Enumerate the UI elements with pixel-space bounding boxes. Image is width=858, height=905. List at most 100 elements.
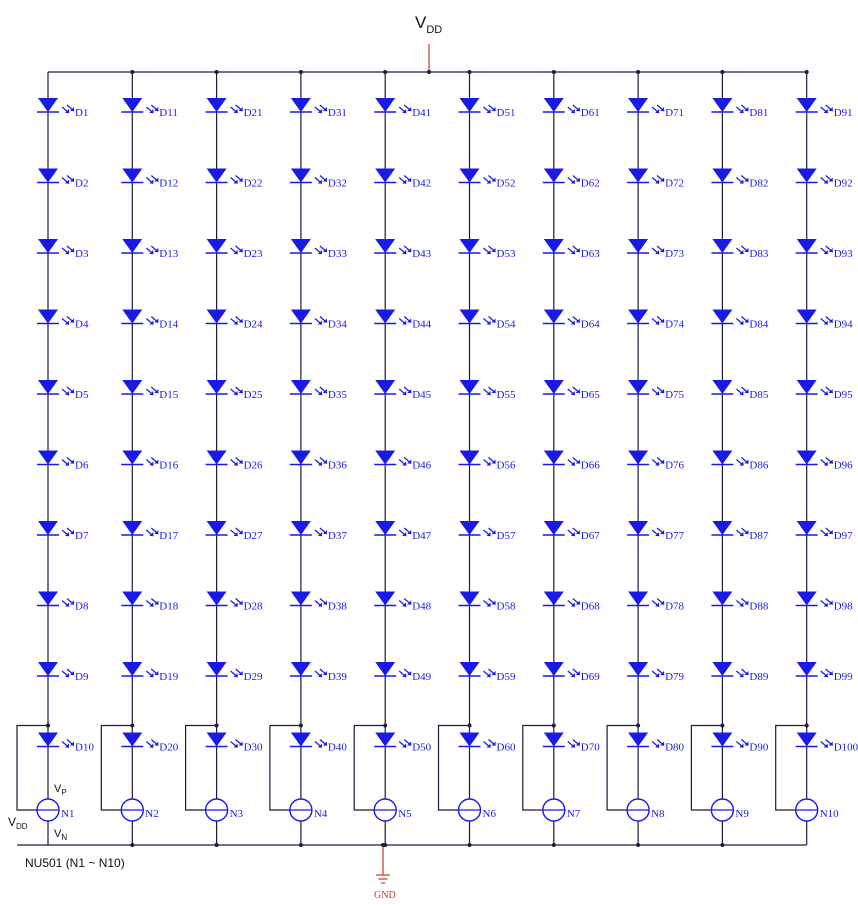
led-label: D49 [412, 671, 431, 683]
led-diode-triangle [290, 450, 311, 465]
led-label: D74 [665, 319, 684, 331]
led-diode-triangle [122, 239, 143, 253]
led-diode-triangle [543, 98, 564, 112]
led-light-arrowhead [823, 673, 828, 677]
led-light-arrowhead [575, 389, 580, 393]
led-label: D51 [497, 107, 516, 119]
led-diode-triangle [796, 239, 817, 253]
rail-junction [636, 70, 641, 74]
driver-vdd-loop [775, 724, 807, 811]
led-diode-triangle [459, 591, 480, 606]
led-diode-triangle [712, 732, 733, 747]
rail-junction [804, 70, 809, 74]
led-light-arrowhead [570, 532, 575, 536]
led-label: D38 [328, 601, 347, 613]
driver-vdd-loop [100, 724, 133, 811]
led-light-arrowhead [154, 389, 159, 393]
led-diode-triangle [712, 380, 733, 394]
led-diode-triangle [543, 309, 564, 324]
led-light-arrowhead [655, 109, 660, 113]
led-label: D28 [244, 601, 263, 613]
led-diode-triangle [122, 98, 143, 112]
led-light-arrowhead [655, 461, 660, 466]
led-diode-triangle [628, 732, 649, 747]
led-label: D44 [412, 319, 431, 331]
rail-junction [130, 70, 135, 74]
led-label: D13 [159, 248, 178, 260]
led-label: D10 [75, 742, 94, 754]
led-light-arrowhead [65, 602, 69, 607]
led-light-arrowhead [233, 320, 238, 325]
led-light-arrowhead [154, 671, 159, 675]
led-light-arrowhead [828, 248, 833, 252]
led-light-arrowhead [823, 602, 828, 607]
led-label: D79 [665, 671, 684, 683]
led-label: D60 [497, 742, 516, 754]
led-label: D50 [412, 742, 431, 754]
led-diode-triangle [543, 521, 564, 535]
led-diode-triangle [38, 98, 58, 112]
led-light-arrowhead [65, 250, 69, 254]
led-light-arrowhead [322, 318, 327, 323]
led-light-arrowhead [575, 177, 580, 182]
driver-vn-label: VN [54, 828, 67, 842]
rail-junction [298, 70, 303, 74]
led-label: D55 [497, 389, 516, 401]
led-label: D20 [159, 742, 178, 754]
rail-junction [214, 843, 219, 847]
led-diode-triangle [628, 239, 649, 253]
loop-junction [551, 723, 556, 728]
led-light-arrowhead [655, 673, 660, 677]
led-label: D35 [328, 389, 347, 401]
led-label: D45 [412, 389, 431, 401]
driver-label: N9 [735, 808, 749, 820]
led-light-arrowhead [823, 743, 828, 748]
led-light-arrowhead [402, 602, 407, 607]
led-label: D62 [581, 178, 600, 190]
led-diode-triangle [122, 380, 143, 394]
led-diode-triangle [712, 591, 733, 606]
led-label: D98 [834, 601, 853, 613]
led-light-arrowhead [322, 248, 327, 252]
led-diode-triangle [290, 309, 311, 324]
led-label: D11 [159, 107, 178, 119]
led-light-arrowhead [744, 741, 749, 746]
led-label: D33 [328, 248, 347, 260]
led-light-arrowhead [660, 318, 665, 323]
led-label: D81 [749, 107, 768, 119]
led-label: D37 [328, 530, 347, 542]
led-label: D87 [749, 530, 768, 542]
led-label: D6 [75, 460, 89, 472]
led-light-arrowhead [660, 389, 665, 393]
rail-junction [720, 70, 725, 74]
led-light-arrowhead [739, 109, 744, 113]
led-light-arrowhead [407, 318, 412, 323]
led-label: D83 [749, 248, 768, 260]
led-light-arrowhead [317, 320, 322, 325]
components: D1 D2 D3 D4 D5 D6 D7 D8 D9 D10 N1 D11 D12 D13 D14 D15 D1… [36, 98, 858, 822]
led-light-arrowhead [739, 461, 744, 466]
led-label: D41 [412, 107, 431, 119]
led-label: D73 [665, 248, 684, 260]
led-diode-triangle [375, 591, 396, 606]
led-light-arrowhead [402, 391, 407, 395]
led-light-arrowhead [149, 461, 154, 466]
led-light-arrowhead [570, 673, 575, 677]
led-label: D32 [328, 178, 347, 190]
driver-vdd-loop [269, 724, 301, 811]
led-light-arrowhead [322, 459, 327, 464]
driver-label: N8 [651, 808, 665, 820]
driver-vdd-loop [353, 724, 386, 811]
led-light-arrowhead [739, 602, 744, 607]
led-light-arrowhead [570, 109, 575, 113]
led-diode-triangle [459, 239, 480, 253]
led-label: D67 [581, 530, 600, 542]
led-light-arrowhead [744, 318, 749, 323]
led-diode-triangle [122, 309, 143, 324]
led-light-arrowhead [486, 250, 491, 254]
led-label: D2 [75, 178, 88, 190]
led-light-arrowhead [149, 673, 154, 677]
led-light-arrowhead [317, 179, 322, 184]
led-light-arrowhead [238, 107, 243, 111]
